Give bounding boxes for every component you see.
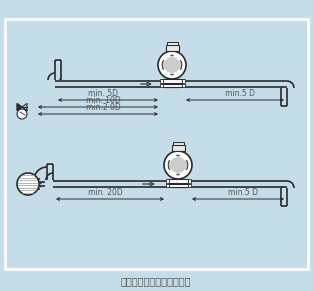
Bar — [166, 179, 168, 182]
Text: min. 10D: min. 10D — [86, 96, 121, 105]
Circle shape — [164, 151, 192, 179]
Circle shape — [17, 109, 27, 119]
Bar — [5, 19, 308, 269]
Bar — [166, 45, 178, 51]
Bar — [160, 84, 162, 87]
Text: 弯管、阀门和泵之间的安装: 弯管、阀门和泵之间的安装 — [121, 276, 191, 286]
Bar — [165, 79, 179, 87]
Bar — [172, 145, 184, 151]
Bar — [171, 179, 185, 187]
Polygon shape — [17, 104, 22, 111]
Text: min.5 D: min.5 D — [228, 188, 258, 197]
Circle shape — [17, 173, 39, 195]
Bar — [160, 79, 162, 83]
Text: min. 20D: min. 20D — [88, 188, 122, 197]
Circle shape — [162, 55, 182, 75]
Bar — [167, 42, 177, 45]
Bar — [182, 79, 184, 83]
Bar — [162, 79, 182, 83]
Bar — [168, 184, 188, 187]
Bar — [166, 184, 168, 187]
Circle shape — [158, 51, 186, 79]
Circle shape — [168, 155, 188, 175]
Text: min.5 D: min.5 D — [225, 89, 255, 98]
Bar — [168, 179, 188, 182]
Bar — [188, 179, 191, 182]
Text: min.2 0D: min.2 0D — [86, 103, 121, 112]
Bar — [182, 84, 184, 87]
Bar — [162, 84, 182, 87]
Bar — [172, 142, 183, 145]
Text: min. 5D: min. 5D — [88, 89, 118, 98]
Bar — [188, 184, 191, 187]
